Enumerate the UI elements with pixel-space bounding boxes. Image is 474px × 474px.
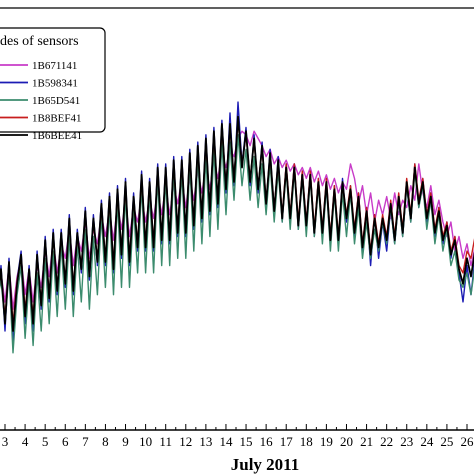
- x-tick-label: 23: [400, 434, 413, 449]
- x-tick-label: 15: [240, 434, 253, 449]
- x-tick-label: 19: [320, 434, 333, 449]
- x-tick-label: 4: [22, 434, 29, 449]
- x-tick-label: 9: [122, 434, 129, 449]
- series-line-1b6bee41: [0, 115, 474, 332]
- x-tick-label: 7: [82, 434, 89, 449]
- x-tick-label: 10: [139, 434, 152, 449]
- legend-label: 1B671141: [32, 60, 77, 72]
- x-axis-ticks: 3 4 5 6 7 8 9 10 11 12 13 14 15 16 17 18 19 20 21 22 23 24 25 2…: [2, 424, 474, 449]
- legend-label: 1B6BEE41: [32, 130, 82, 142]
- x-tick-label: 14: [219, 434, 233, 449]
- x-tick-label: 25: [440, 434, 453, 449]
- legend-label: 1B598341: [32, 78, 78, 90]
- x-tick-label: 18: [300, 434, 313, 449]
- legend-box: [0, 27, 106, 133]
- x-tick-label: 16: [260, 434, 274, 449]
- x-tick-label: 8: [102, 434, 109, 449]
- x-tick-label: 6: [62, 434, 69, 449]
- x-tick-label: 3: [2, 434, 9, 449]
- legend: des of sensors 1B6711411B5983411B65D5411…: [0, 27, 106, 142]
- x-tick-label: 21: [360, 434, 373, 449]
- x-tick-label: 22: [380, 434, 393, 449]
- x-tick-label: 24: [420, 434, 434, 449]
- legend-label: 1B8BEF41: [32, 113, 82, 125]
- x-axis-title: July 2011: [231, 455, 300, 474]
- legend-label: 1B65D541: [32, 95, 80, 107]
- x-tick-label: 17: [280, 434, 294, 449]
- legend-items: 1B671141 1B598341 1B65D541 1B8BEF41 1B6BEE41: [0, 60, 82, 142]
- x-tick-label: 12: [179, 434, 192, 449]
- legend-title: des of sensors: [0, 34, 79, 49]
- plot-frame: [0, 7, 474, 431]
- x-tick-label: 5: [42, 434, 49, 449]
- x-tick-label: 13: [199, 434, 212, 449]
- x-tick-label: 11: [159, 434, 172, 449]
- x-tick-label: 20: [340, 434, 353, 449]
- series-layer: [0, 101, 474, 354]
- x-tick-label: 26: [461, 434, 474, 449]
